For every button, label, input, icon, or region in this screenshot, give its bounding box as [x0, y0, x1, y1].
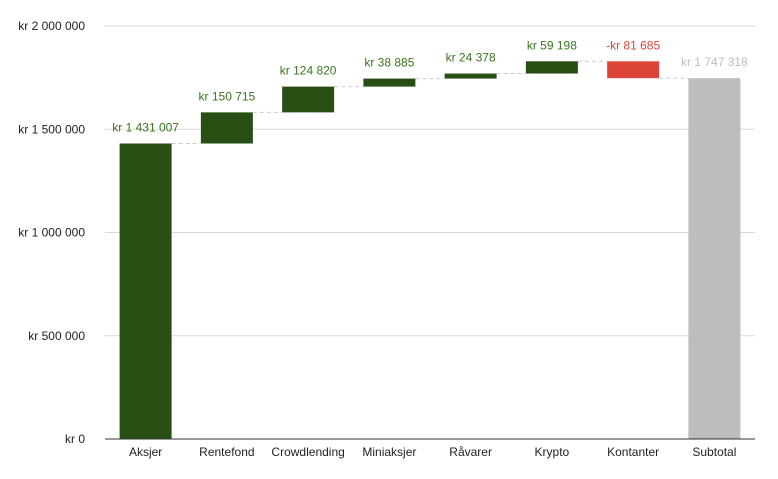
bar-rentefond	[200, 112, 253, 144]
data-label: kr 1 431 007	[112, 120, 179, 134]
x-category-label: Råvarer	[449, 445, 492, 459]
bar-subtotal	[688, 78, 741, 439]
x-category-label: Crowdlending	[271, 445, 344, 459]
y-tick-label: kr 1 500 000	[18, 122, 85, 136]
y-tick-label: kr 500 000	[28, 329, 85, 343]
bar-krypto	[525, 61, 578, 74]
data-label: kr 38 885	[364, 56, 414, 70]
bar-aksjer	[119, 143, 172, 439]
data-label: kr 24 378	[446, 51, 496, 65]
bar-råvarer	[444, 73, 497, 79]
x-category-label: Subtotal	[692, 445, 736, 459]
x-category-label: Kontanter	[607, 445, 659, 459]
data-label: kr 124 820	[280, 64, 337, 78]
y-tick-label: kr 0	[65, 432, 85, 446]
x-category-label: Miniaksjer	[362, 445, 416, 459]
bar-crowdlending	[282, 86, 335, 113]
data-label: kr 59 198	[527, 38, 577, 52]
data-label: kr 1 747 318	[681, 55, 748, 69]
x-category-label: Aksjer	[129, 445, 162, 459]
data-label: kr 150 715	[199, 89, 256, 103]
y-tick-label: kr 1 000 000	[18, 226, 85, 240]
bar-kontanter	[607, 61, 660, 79]
x-category-label: Rentefond	[199, 445, 254, 459]
y-tick-label: kr 2 000 000	[18, 19, 85, 33]
x-category-label: Krypto	[535, 445, 570, 459]
bar-miniaksjer	[363, 78, 416, 87]
data-label: -kr 81 685	[606, 38, 660, 52]
